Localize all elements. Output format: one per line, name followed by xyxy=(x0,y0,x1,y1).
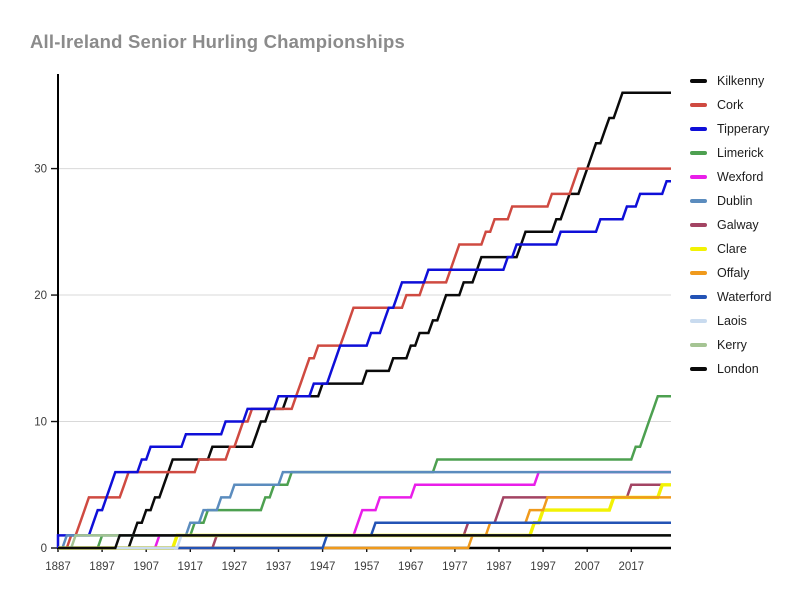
x-axis-tick-label: 1987 xyxy=(486,561,512,573)
chart-title: All-Ireland Senior Hurling Championships xyxy=(30,31,405,52)
legend-item-wexford: Wexford xyxy=(690,165,771,189)
legend-label: Dublin xyxy=(717,194,753,208)
legend-swatch-clare xyxy=(690,247,707,251)
series-line-galway xyxy=(58,483,671,550)
legend-label: Laois xyxy=(717,314,747,328)
legend-label: Offaly xyxy=(717,266,750,280)
legend-label: Clare xyxy=(717,242,747,256)
legend-item-kilkenny: Kilkenny xyxy=(690,69,771,93)
legend-item-limerick: Limerick xyxy=(690,141,771,165)
x-axis-tick-label: 2017 xyxy=(619,561,645,573)
legend-item-cork: Cork xyxy=(690,93,771,117)
legend-swatch-limerick xyxy=(690,151,707,155)
series-line-clare xyxy=(58,483,671,550)
legend-item-offaly: Offaly xyxy=(690,261,771,285)
legend-item-waterford: Waterford xyxy=(690,285,771,309)
x-axis-tick-label: 1897 xyxy=(89,561,115,573)
x-axis-tick-label: 1967 xyxy=(398,561,424,573)
y-axis-tick-label: 0 xyxy=(41,543,47,555)
legend-label: Waterford xyxy=(717,290,772,304)
legend-label: Kilkenny xyxy=(717,74,765,88)
y-axis-tick-label: 30 xyxy=(34,164,47,176)
series-line-laois xyxy=(58,534,671,550)
legend-item-galway: Galway xyxy=(690,213,771,237)
x-axis-tick-label: 1997 xyxy=(530,561,556,573)
legend-swatch-kerry xyxy=(690,343,707,347)
legend-label: Kerry xyxy=(717,338,747,352)
legend-swatch-galway xyxy=(690,223,707,227)
legend-swatch-wexford xyxy=(690,175,707,179)
legend-label: Galway xyxy=(717,218,759,232)
y-axis-tick-label: 20 xyxy=(34,290,47,302)
legend-swatch-cork xyxy=(690,103,707,107)
legend-swatch-waterford xyxy=(690,295,707,299)
legend-item-kerry: Kerry xyxy=(690,333,771,357)
legend-swatch-laois xyxy=(690,319,707,323)
legend-label: Wexford xyxy=(717,170,764,184)
series-line-kilkenny xyxy=(58,91,671,550)
legend-swatch-dublin xyxy=(690,199,707,203)
legend-swatch-tipperary xyxy=(690,127,707,131)
legend-label: Limerick xyxy=(717,146,764,160)
series-line-cork xyxy=(58,167,671,550)
series-line-tipperary xyxy=(56,179,671,548)
x-axis-tick-label: 1907 xyxy=(133,561,159,573)
legend-label: London xyxy=(717,362,759,376)
x-axis-tick-label: 1917 xyxy=(178,561,204,573)
x-axis-tick-label: 1887 xyxy=(45,561,71,573)
x-axis-tick-label: 2007 xyxy=(574,561,600,573)
legend-swatch-kilkenny xyxy=(690,79,707,83)
series-line-kerry xyxy=(58,534,671,550)
x-axis-tick-label: 1937 xyxy=(266,561,292,573)
legend-item-clare: Clare xyxy=(690,237,771,261)
series-line-limerick xyxy=(58,394,671,550)
x-axis-tick-label: 1947 xyxy=(310,561,336,573)
series-line-london xyxy=(58,534,671,550)
legend-label: Cork xyxy=(717,98,744,112)
legend-swatch-london xyxy=(690,367,707,371)
x-axis-tick-label: 1977 xyxy=(442,561,468,573)
legend-item-laois: Laois xyxy=(690,309,771,333)
legend-item-london: London xyxy=(690,357,771,381)
x-axis-tick-label: 1927 xyxy=(222,561,248,573)
legend: Kilkenny Cork Tipperary Limerick Wexford Dubl… xyxy=(690,69,771,381)
y-axis-tick-label: 10 xyxy=(34,417,47,429)
x-axis-tick-label: 1957 xyxy=(354,561,380,573)
legend-item-dublin: Dublin xyxy=(690,189,771,213)
legend-label: Tipperary xyxy=(717,122,770,136)
legend-swatch-offaly xyxy=(690,271,707,275)
legend-item-tipperary: Tipperary xyxy=(690,117,771,141)
